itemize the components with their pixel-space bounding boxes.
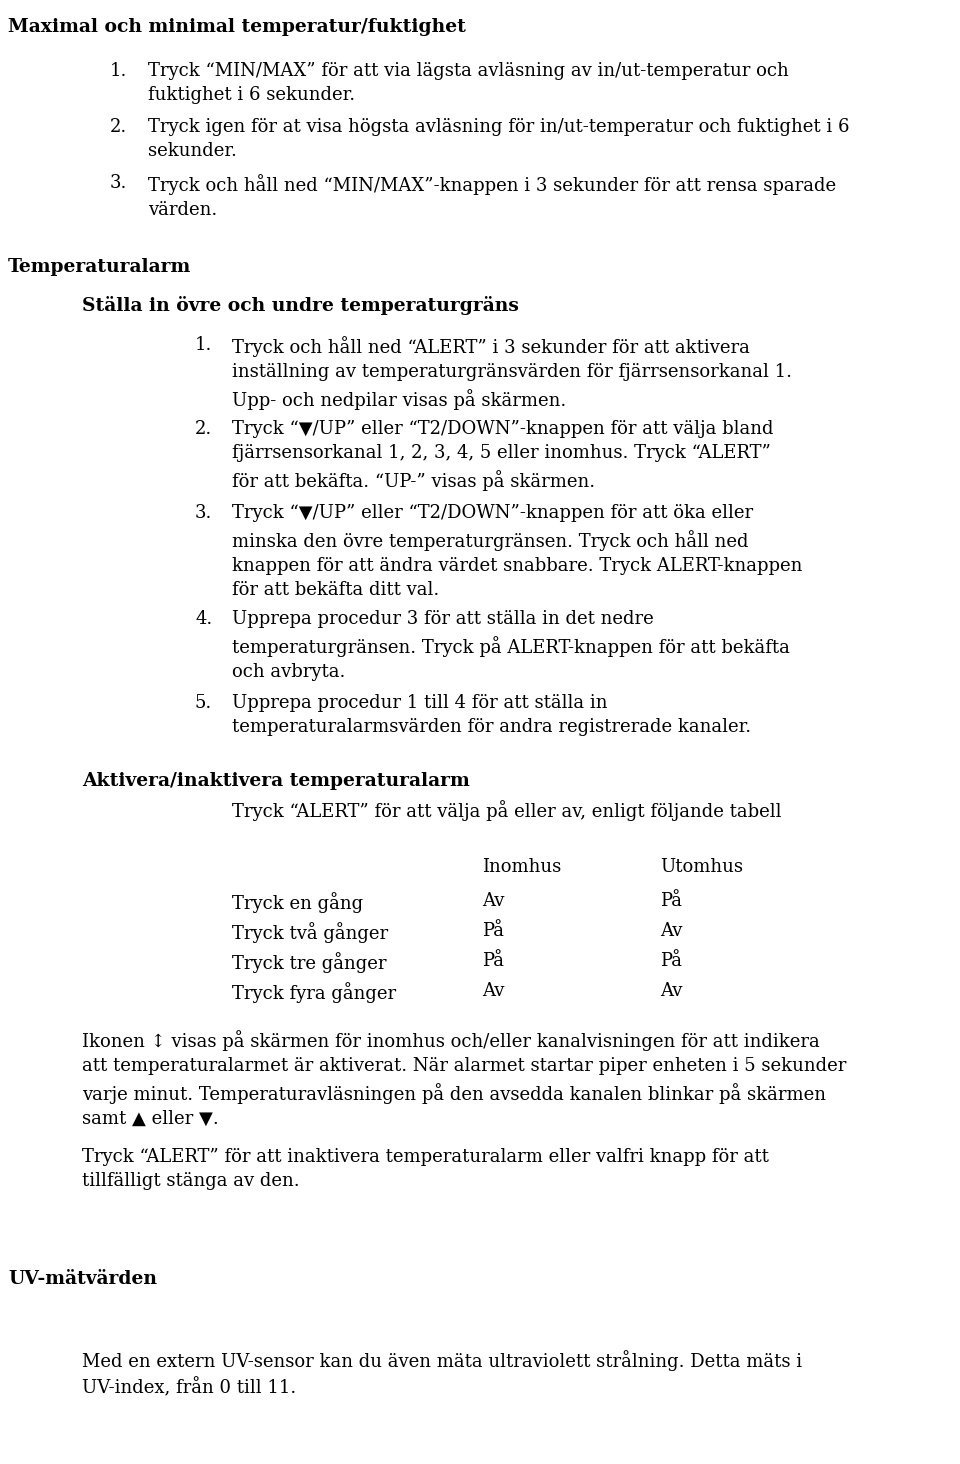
Text: På: På [482,922,504,940]
Text: Av: Av [660,982,683,1000]
Text: 5.: 5. [195,694,212,712]
Text: Av: Av [660,922,683,940]
Text: 1.: 1. [195,337,212,354]
Text: Med en extern UV-sensor kan du även mäta ultraviolett strålning. Detta mäts i
UV: Med en extern UV-sensor kan du även mäta… [82,1350,803,1398]
Text: På: På [660,952,682,971]
Text: Av: Av [482,982,504,1000]
Text: Aktivera/inaktivera temperaturalarm: Aktivera/inaktivera temperaturalarm [82,772,469,791]
Text: 1.: 1. [110,61,128,81]
Text: Tryck och håll ned “ALERT” i 3 sekunder för att aktivera
inställning av temperat: Tryck och håll ned “ALERT” i 3 sekunder … [232,337,792,410]
Text: Tryck två gånger: Tryck två gånger [232,922,388,943]
Text: På: På [660,892,682,911]
Text: Tryck “ALERT” för att välja på eller av, enligt följande tabell: Tryck “ALERT” för att välja på eller av,… [232,799,781,821]
Text: Tryck igen för at visa högsta avläsning för in/ut-temperatur och fuktighet i 6
s: Tryck igen för at visa högsta avläsning … [148,119,850,160]
Text: Tryck “ALERT” för att inaktivera temperaturalarm eller valfri knapp för att
till: Tryck “ALERT” för att inaktivera tempera… [82,1148,769,1190]
Text: UV-mätvärden: UV-mätvärden [8,1269,157,1288]
Text: 2.: 2. [110,119,128,136]
Text: 4.: 4. [195,610,212,628]
Text: Upprepa procedur 3 för att ställa in det nedre
temperaturgränsen. Tryck på ALERT: Upprepa procedur 3 för att ställa in det… [232,610,790,681]
Text: Av: Av [482,892,504,911]
Text: 3.: 3. [110,174,128,192]
Text: Ikonen ↕ visas på skärmen för inomhus och/eller kanalvisningen för att indikera
: Ikonen ↕ visas på skärmen för inomhus oc… [82,1031,847,1129]
Text: Inomhus: Inomhus [482,858,562,875]
Text: Tryck en gång: Tryck en gång [232,892,363,914]
Text: Tryck “▼/UP” eller “T2/DOWN”-knappen för att välja bland
fjärrsensorkanal 1, 2, : Tryck “▼/UP” eller “T2/DOWN”-knappen för… [232,420,774,490]
Text: Tryck “▼/UP” eller “T2/DOWN”-knappen för att öka eller
minska den övre temperatu: Tryck “▼/UP” eller “T2/DOWN”-knappen för… [232,504,803,599]
Text: Tryck fyra gånger: Tryck fyra gånger [232,982,396,1003]
Text: Tryck och håll ned “MIN/MAX”-knappen i 3 sekunder för att rensa sparade
värden.: Tryck och håll ned “MIN/MAX”-knappen i 3… [148,174,836,220]
Text: 3.: 3. [195,504,212,523]
Text: Tryck “MIN/MAX” för att via lägsta avläsning av in/ut-temperatur och
fuktighet i: Tryck “MIN/MAX” för att via lägsta avläs… [148,61,789,104]
Text: På: På [482,952,504,971]
Text: Maximal och minimal temperatur/fuktighet: Maximal och minimal temperatur/fuktighet [8,18,466,37]
Text: Upprepa procedur 1 till 4 för att ställa in
temperaturalarmsvärden för andra reg: Upprepa procedur 1 till 4 för att ställa… [232,694,751,736]
Text: Temperaturalarm: Temperaturalarm [8,258,191,277]
Text: Ställa in övre och undre temperaturgräns: Ställa in övre och undre temperaturgräns [82,296,518,315]
Text: 2.: 2. [195,420,212,438]
Text: Tryck tre gånger: Tryck tre gånger [232,952,387,974]
Text: Utomhus: Utomhus [660,858,743,875]
